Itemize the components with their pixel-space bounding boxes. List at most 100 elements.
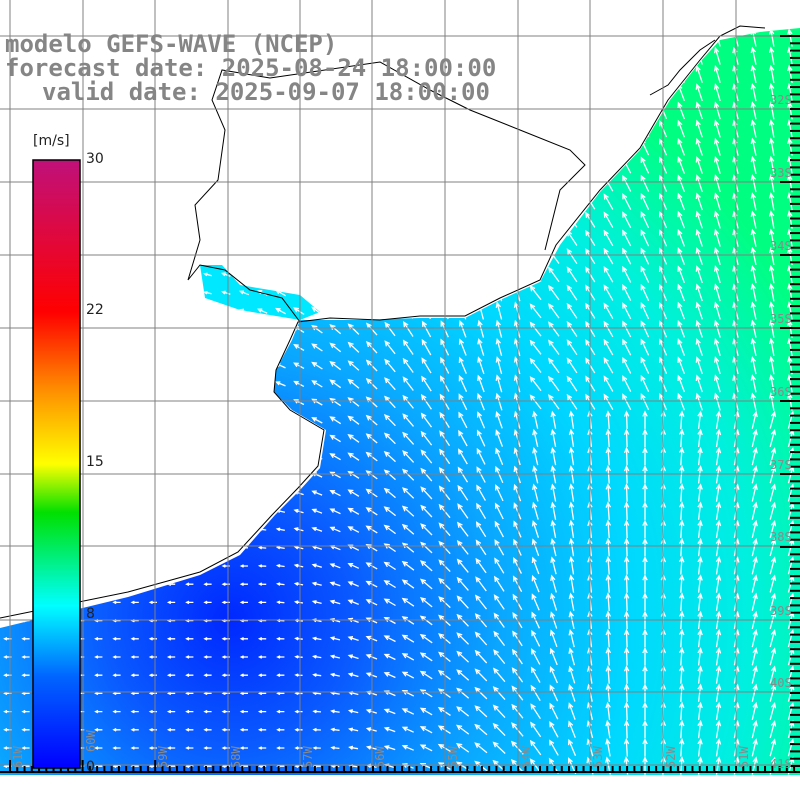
wind-arrow: [203, 309, 212, 313]
wind-arrow: [348, 212, 359, 227]
wind-arrow: [185, 546, 194, 550]
wind-arrow: [94, 546, 103, 550]
wind-arrow: [329, 508, 341, 515]
wind-arrow: [21, 527, 30, 532]
wind-arrow: [474, 594, 488, 610]
wind-arrow: [21, 145, 30, 150]
wind-arrow: [312, 727, 321, 732]
wind-arrow: [695, 137, 703, 156]
wind-arrow: [293, 600, 304, 605]
wind-arrow: [329, 416, 342, 425]
wind-arrow: [39, 109, 48, 113]
wind-arrow: [130, 345, 139, 350]
wind-arrow: [769, 720, 777, 739]
wind-arrow: [347, 452, 360, 461]
wind-arrow: [148, 418, 157, 423]
wind-arrow: [441, 28, 448, 29]
wind-arrow: [441, 119, 448, 138]
wind-arrow: [422, 265, 431, 283]
wind-arrow: [112, 655, 121, 659]
wind-arrow: [567, 738, 577, 757]
wind-arrow: [531, 611, 540, 629]
wind-arrow: [130, 163, 139, 168]
wind-arrow: [112, 327, 121, 332]
wind-arrow: [678, 537, 685, 557]
wind-arrow: [459, 28, 466, 47]
wind-arrow: [329, 654, 341, 659]
wind-arrow: [477, 28, 485, 47]
wind-arrow: [404, 28, 412, 29]
wind-arrow: [148, 291, 157, 295]
wind-arrow: [112, 491, 121, 495]
wind-arrow: [603, 357, 614, 374]
wind-arrow: [697, 738, 703, 757]
wind-arrow: [238, 143, 250, 152]
wind-arrow: [458, 356, 467, 374]
wind-arrow: [239, 491, 249, 495]
wind-arrow: [112, 455, 121, 459]
longitude-label: 58W: [229, 746, 243, 768]
wind-arrow: [203, 418, 212, 423]
wind-arrow: [750, 301, 757, 320]
wind-arrow: [258, 15, 267, 25]
wind-arrow: [477, 265, 485, 284]
wind-arrow: [347, 286, 360, 299]
wind-arrow: [401, 597, 415, 607]
wind-arrow: [750, 265, 757, 284]
wind-arrow: [697, 428, 703, 448]
wind-arrow: [150, 18, 157, 21]
wind-arrow: [422, 302, 431, 320]
wind-arrow: [713, 174, 721, 193]
wind-arrow: [383, 708, 396, 715]
wind-arrow: [130, 218, 139, 222]
wind-arrow: [640, 156, 650, 174]
wind-arrow: [530, 721, 542, 738]
wind-arrow: [386, 28, 394, 29]
wind-arrow: [294, 728, 303, 732]
wind-arrow: [293, 380, 305, 387]
wind-arrow: [112, 236, 121, 241]
wind-arrow: [623, 483, 630, 502]
wind-arrow: [166, 709, 176, 714]
wind-arrow: [495, 465, 504, 484]
wind-arrow: [695, 247, 703, 265]
wind-arrow: [677, 283, 686, 302]
wind-arrow: [221, 600, 230, 605]
colorbar-tick: 0: [86, 759, 95, 775]
wind-arrow: [130, 655, 139, 659]
wind-arrow: [275, 545, 285, 550]
wind-arrow: [550, 465, 557, 484]
wind-arrow: [130, 200, 139, 204]
wind-arrow: [622, 47, 632, 65]
wind-arrow: [166, 236, 176, 240]
wind-arrow: [715, 537, 722, 557]
wind-arrow: [477, 137, 485, 156]
wind-arrow: [239, 655, 248, 659]
wind-arrow: [768, 155, 775, 175]
wind-arrow: [605, 556, 612, 575]
wind-arrow: [513, 192, 521, 211]
wind-arrow: [330, 158, 341, 173]
wind-arrow: [677, 28, 686, 47]
wind-arrow: [274, 307, 287, 315]
latitude-label: 34S: [770, 239, 792, 253]
wind-arrow: [769, 592, 777, 611]
wind-arrow: [203, 272, 212, 277]
wind-arrow: [678, 738, 685, 757]
wind-arrow: [642, 574, 648, 593]
wind-arrow: [257, 637, 267, 641]
wind-arrow: [456, 632, 470, 645]
wind-arrow: [404, 174, 413, 193]
wind-arrow: [21, 127, 30, 131]
wind-arrow: [642, 610, 648, 630]
wind-arrow: [769, 647, 777, 666]
wind-arrow: [605, 465, 612, 484]
wind-arrow: [347, 360, 360, 371]
wind-arrow: [383, 561, 396, 571]
wind-arrow: [311, 121, 323, 136]
wind-arrow: [94, 564, 103, 568]
wind-arrow: [329, 636, 341, 641]
wind-arrow: [238, 125, 250, 134]
wind-arrow: [256, 198, 268, 206]
wind-arrow: [274, 234, 287, 243]
